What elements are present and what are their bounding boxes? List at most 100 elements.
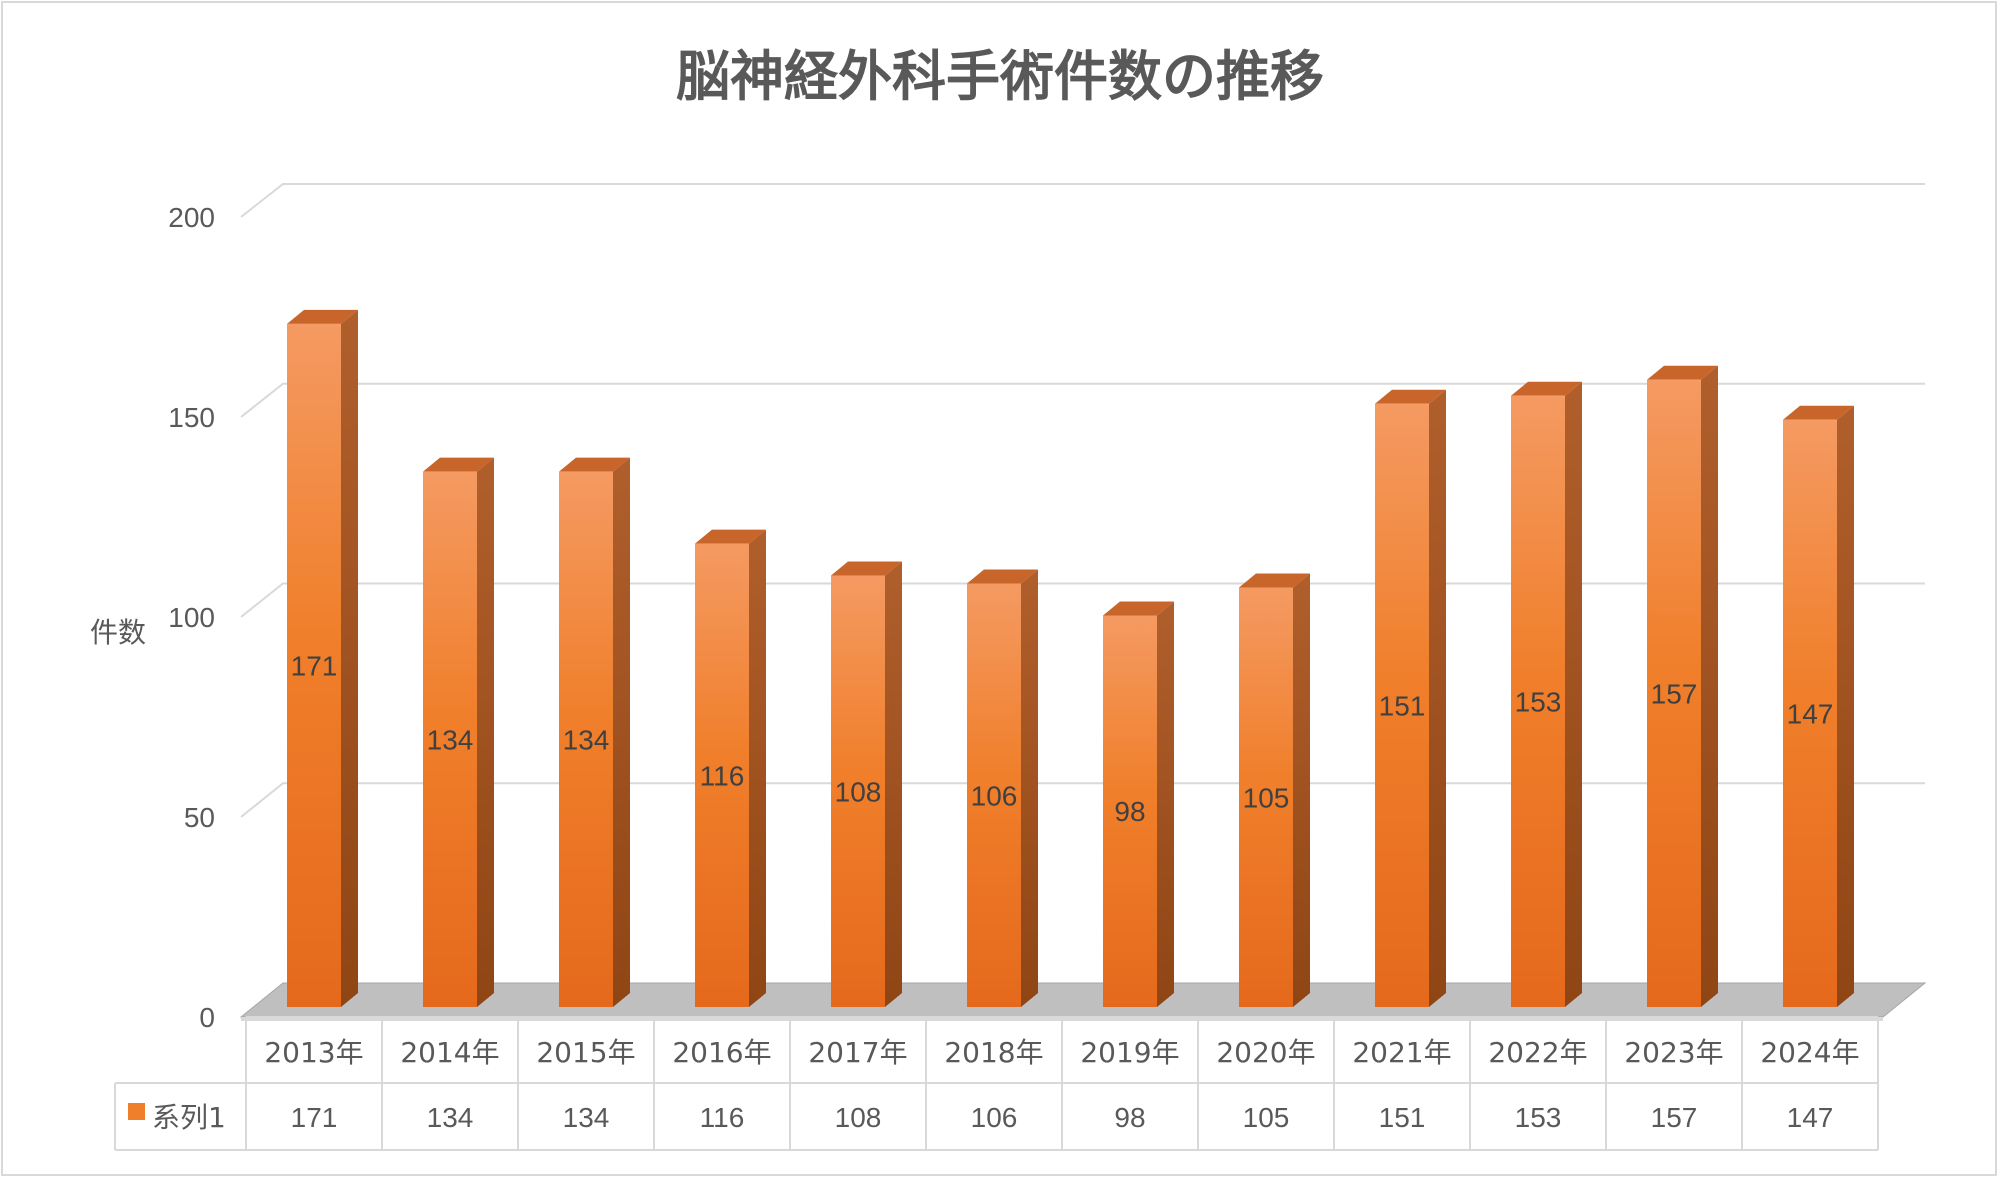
y-tick-label: 100 — [168, 602, 215, 633]
bar-top — [287, 309, 358, 324]
bar-front — [695, 543, 749, 1007]
table-value: 106 — [971, 1102, 1018, 1133]
category-label: 2021年 — [1352, 1036, 1451, 1069]
y-tick-label: 150 — [168, 402, 215, 433]
table-value: 105 — [1243, 1102, 1290, 1133]
bar-top — [1511, 381, 1582, 396]
bar — [1375, 389, 1446, 1007]
bar-front — [1511, 395, 1565, 1007]
bar-side — [1429, 389, 1446, 1007]
bar-front — [559, 471, 613, 1007]
table-value: 153 — [1515, 1102, 1562, 1133]
table-value: 134 — [427, 1102, 474, 1133]
bar — [423, 457, 494, 1007]
y-tick-label: 0 — [199, 1002, 215, 1033]
table-value: 134 — [563, 1102, 610, 1133]
bar-top — [423, 457, 494, 472]
data-label: 171 — [291, 650, 338, 681]
bar-side — [1565, 381, 1582, 1007]
bar-top — [1103, 601, 1174, 616]
legend-label: 系列1 — [152, 1101, 226, 1134]
bar — [559, 457, 630, 1007]
y-axis-ticks: 0 50 100 150 200 — [168, 202, 215, 1033]
bar — [1783, 405, 1854, 1007]
data-label: 108 — [835, 776, 882, 807]
bar-front — [1239, 587, 1293, 1007]
table-value: 171 — [291, 1102, 338, 1133]
table-value: 108 — [835, 1102, 882, 1133]
bar-side — [749, 529, 766, 1007]
data-label: 153 — [1515, 686, 1562, 717]
bar-side — [1701, 365, 1718, 1007]
bar-side — [1837, 405, 1854, 1007]
bar-side — [477, 457, 494, 1007]
y-axis-label: 件数 — [90, 616, 146, 649]
bar-top — [967, 569, 1038, 584]
table-value: 151 — [1379, 1102, 1426, 1133]
bar-top — [1239, 573, 1310, 588]
category-label: 2015年 — [536, 1036, 635, 1069]
category-label: 2020年 — [1216, 1036, 1315, 1069]
data-label: 116 — [700, 760, 745, 791]
bar-front — [423, 471, 477, 1007]
data-label: 157 — [1651, 678, 1698, 709]
bar — [1511, 381, 1582, 1007]
category-label: 2022年 — [1488, 1036, 1587, 1069]
data-label: 151 — [1379, 690, 1426, 721]
bar-front — [831, 575, 885, 1007]
category-label: 2023年 — [1624, 1036, 1723, 1069]
bar-front — [1783, 419, 1837, 1007]
data-label: 134 — [563, 724, 610, 755]
data-label: 147 — [1787, 698, 1834, 729]
legend-key — [128, 1103, 145, 1120]
bar-series — [287, 309, 1854, 1008]
category-label: 2018年 — [944, 1036, 1043, 1069]
y-tick-label: 50 — [184, 802, 215, 833]
bar — [1103, 601, 1174, 1007]
table-value: 147 — [1787, 1102, 1834, 1133]
data-label: 105 — [1243, 782, 1290, 813]
bar — [695, 529, 766, 1007]
bar-front — [287, 323, 341, 1008]
bar — [287, 309, 358, 1008]
table-value: 98 — [1114, 1102, 1145, 1133]
table-value: 157 — [1651, 1102, 1698, 1133]
data-label: 134 — [427, 724, 474, 755]
bar-front — [1647, 379, 1701, 1007]
bar — [967, 569, 1038, 1007]
category-label: 2024年 — [1760, 1036, 1859, 1069]
bar-side — [885, 561, 902, 1007]
data-label: 106 — [971, 780, 1018, 811]
bar — [831, 561, 902, 1007]
bar-top — [559, 457, 630, 472]
category-label: 2014年 — [400, 1036, 499, 1069]
category-label: 2019年 — [1080, 1036, 1179, 1069]
gridline — [240, 382, 1925, 418]
category-label: 2017年 — [808, 1036, 907, 1069]
bar-side — [1021, 569, 1038, 1007]
category-label: 2016年 — [672, 1036, 771, 1069]
data-label: 98 — [1114, 796, 1145, 827]
bar — [1239, 573, 1310, 1007]
bar-side — [613, 457, 630, 1007]
bar-top — [1783, 405, 1854, 420]
bar-top — [1647, 365, 1718, 380]
bar-top — [1375, 389, 1446, 404]
bar — [1647, 365, 1718, 1007]
bar-front — [1103, 615, 1157, 1007]
bar-side — [1293, 573, 1310, 1007]
bar-top — [695, 529, 766, 544]
bar-front — [967, 583, 1021, 1007]
bar-side — [341, 309, 358, 1008]
category-label: 2013年 — [264, 1036, 363, 1069]
y-tick-label: 200 — [168, 202, 215, 233]
chart-title: 脳神経外科手術件数の推移 — [676, 45, 1324, 108]
bar-top — [831, 561, 902, 576]
bar-front — [1375, 403, 1429, 1007]
bar-side — [1157, 601, 1174, 1007]
table-value: 116 — [700, 1102, 745, 1133]
gridline — [240, 183, 1925, 218]
data-table: 系列1 2013年 171 2014年 134 2015年 134 2016年 116 2017年… — [114, 1016, 1879, 1151]
data-labels: 171 134 134 116 108 106 98 105 151 153 157 147 — [291, 650, 1834, 827]
